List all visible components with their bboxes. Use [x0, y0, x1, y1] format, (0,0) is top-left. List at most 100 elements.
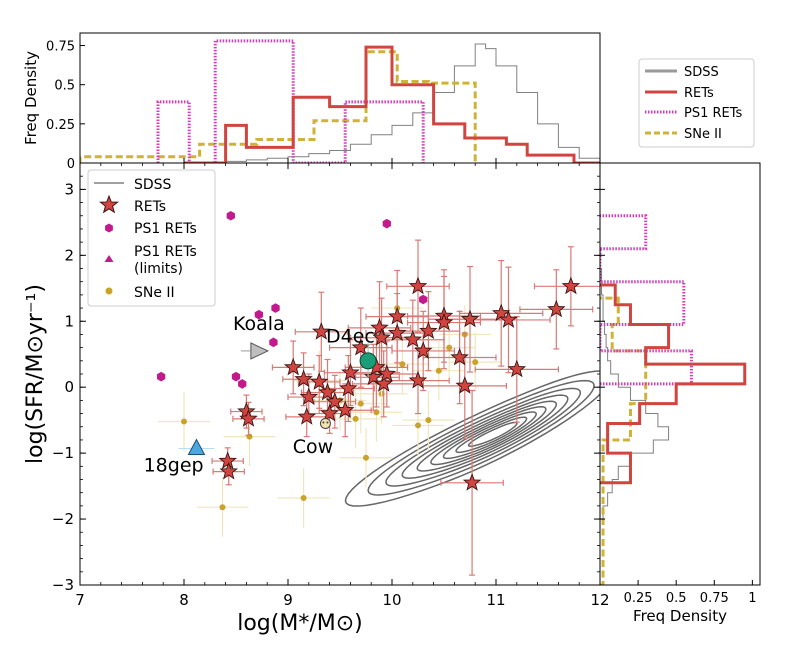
- top-hist-sne-ii: [80, 50, 477, 163]
- d4ec-marker: [359, 352, 377, 370]
- ret-point: [299, 387, 319, 405]
- top-histogram-panel: 0 0.25 0.5 0.75 Freq Density: [22, 32, 601, 172]
- right-hist-sne-ii: [600, 296, 648, 585]
- ret-point: [462, 473, 482, 491]
- main-ytick-label: 3: [64, 180, 74, 198]
- ret-point: [325, 391, 345, 410]
- top-ytick-label: 0.75: [46, 40, 75, 55]
- ret-point: [547, 299, 566, 318]
- annotation-d4ec: D4ec: [326, 325, 377, 379]
- sne-ii-point: [277, 468, 330, 528]
- outer-legend-sdss: SDSS: [645, 65, 719, 80]
- ps1-ret-points: [156, 210, 428, 389]
- ret-point: [403, 329, 423, 348]
- sne-ii-point: [402, 390, 455, 450]
- inner-legend-ps1-limits: PS1 RETs (limits): [104, 244, 197, 277]
- inner-legend-ps1-marker: [105, 223, 113, 233]
- inner-legend: SDSS RETs PS1 RETs PS1 RETs (limits) SNe…: [87, 169, 216, 307]
- ret-point: [561, 276, 581, 295]
- top-hist-ylabel: Freq Density: [22, 51, 40, 145]
- main-xlabel: log(M*/M⊙): [237, 611, 363, 636]
- top-hist-ps1-rets: [156, 39, 425, 163]
- annotation-label-cow: Cow: [293, 436, 333, 458]
- ret-point: [408, 276, 428, 295]
- ret-point: [408, 370, 428, 389]
- inner-legend-rets: RETs: [99, 194, 166, 215]
- outer-legend-rets-label: RETs: [684, 86, 714, 101]
- sne-ii-point: [423, 317, 476, 378]
- sdss-contour-level: [416, 400, 558, 472]
- annotation-cow: Cow: [293, 417, 333, 458]
- annotation-label-18gep: 18gep: [144, 455, 204, 477]
- inner-legend-ps1-limits-label: PS1 RETs: [134, 244, 197, 260]
- sne-ii-point: [340, 428, 392, 488]
- top-hist-sdss: [204, 43, 600, 163]
- ret-point: [387, 306, 407, 325]
- ps1-ret-point: [238, 379, 247, 389]
- sdss-contour-level: [442, 411, 537, 460]
- sdss-contour-level: [367, 379, 595, 496]
- ret-point: [309, 372, 329, 390]
- inner-legend-ps1-label: PS1 RETs: [134, 221, 197, 237]
- inner-legend-ps1-limits-marker: [104, 255, 114, 262]
- main-xtick-label: 10: [382, 591, 401, 609]
- ret-point: [413, 341, 433, 359]
- outer-legend-sne-label: SNe II: [684, 127, 722, 142]
- main-xtick-label: 12: [590, 591, 609, 609]
- main-ytick-label: 2: [64, 246, 74, 264]
- ps1-ret-point: [254, 309, 264, 320]
- ret-point: [434, 312, 454, 331]
- sdss-contour-level: [430, 405, 547, 466]
- sdss-contour-level: [385, 387, 582, 487]
- sdss-contour-level: [455, 416, 528, 454]
- outer-legend-rets: RETs: [645, 86, 714, 101]
- ret-point: [318, 382, 337, 401]
- sdss-contour-level: [401, 394, 569, 479]
- top-hist-rets: [184, 45, 600, 163]
- main-xtick-label: 8: [179, 591, 189, 609]
- annotation-label-d4ec: D4ec: [326, 325, 375, 347]
- top-ytick-label: 0.5: [54, 79, 75, 94]
- ret-point: [507, 359, 527, 378]
- ret-point: [351, 337, 371, 356]
- ret-point: [339, 378, 358, 397]
- main-xtick-label: 11: [486, 591, 505, 609]
- ret-points: [218, 276, 581, 491]
- ret-point: [372, 327, 391, 346]
- annotation-label-koala: Koala: [233, 313, 285, 335]
- main-xtick-label: 7: [75, 591, 85, 609]
- right-hist-rets: [600, 283, 747, 485]
- right-xtick-label: 0.5: [666, 591, 687, 606]
- main-ytick-label: −2: [52, 510, 74, 528]
- sdss-contours: [344, 370, 600, 507]
- sdss-contour-level: [344, 370, 600, 507]
- ret-point: [219, 461, 239, 480]
- main-ylabel: log(SFR/M⊙yr⁻¹): [23, 284, 48, 464]
- ret-point: [294, 369, 313, 388]
- outer-legend-sne: SNe II: [645, 127, 722, 142]
- main-ytick-label: −1: [52, 444, 74, 462]
- right-histogram-panel: 0.25 0.5 0.75 1 Freq Density: [599, 162, 761, 625]
- sne-ii-point: [158, 391, 210, 452]
- ret-point: [320, 403, 339, 422]
- right-xtick-label: 0.25: [624, 591, 653, 606]
- inner-legend-rets-label: RETs: [134, 199, 166, 215]
- ret-point: [377, 364, 397, 382]
- ps1-ret-point: [231, 371, 241, 382]
- outer-legend-ps1-label: PS1 RETs: [684, 106, 743, 121]
- ps1-ret-point: [382, 218, 391, 229]
- main-xtick-label: 9: [283, 591, 293, 609]
- main-ytick-label: −3: [52, 576, 74, 594]
- main-ytick-label: 0: [64, 378, 74, 396]
- ret-point: [297, 407, 317, 425]
- gep-marker: [187, 438, 206, 456]
- right-xtick-label: 1: [748, 591, 756, 606]
- ps1-ret-point: [269, 337, 278, 348]
- inner-legend-rets-marker: [99, 194, 119, 214]
- inner-legend-ps1: PS1 RETs: [105, 221, 197, 237]
- inner-legend-ps1-limits-label-2: (limits): [134, 261, 183, 277]
- outer-legend-ps1: PS1 RETs: [645, 106, 743, 121]
- ret-point: [450, 347, 469, 366]
- ret-point: [239, 409, 258, 427]
